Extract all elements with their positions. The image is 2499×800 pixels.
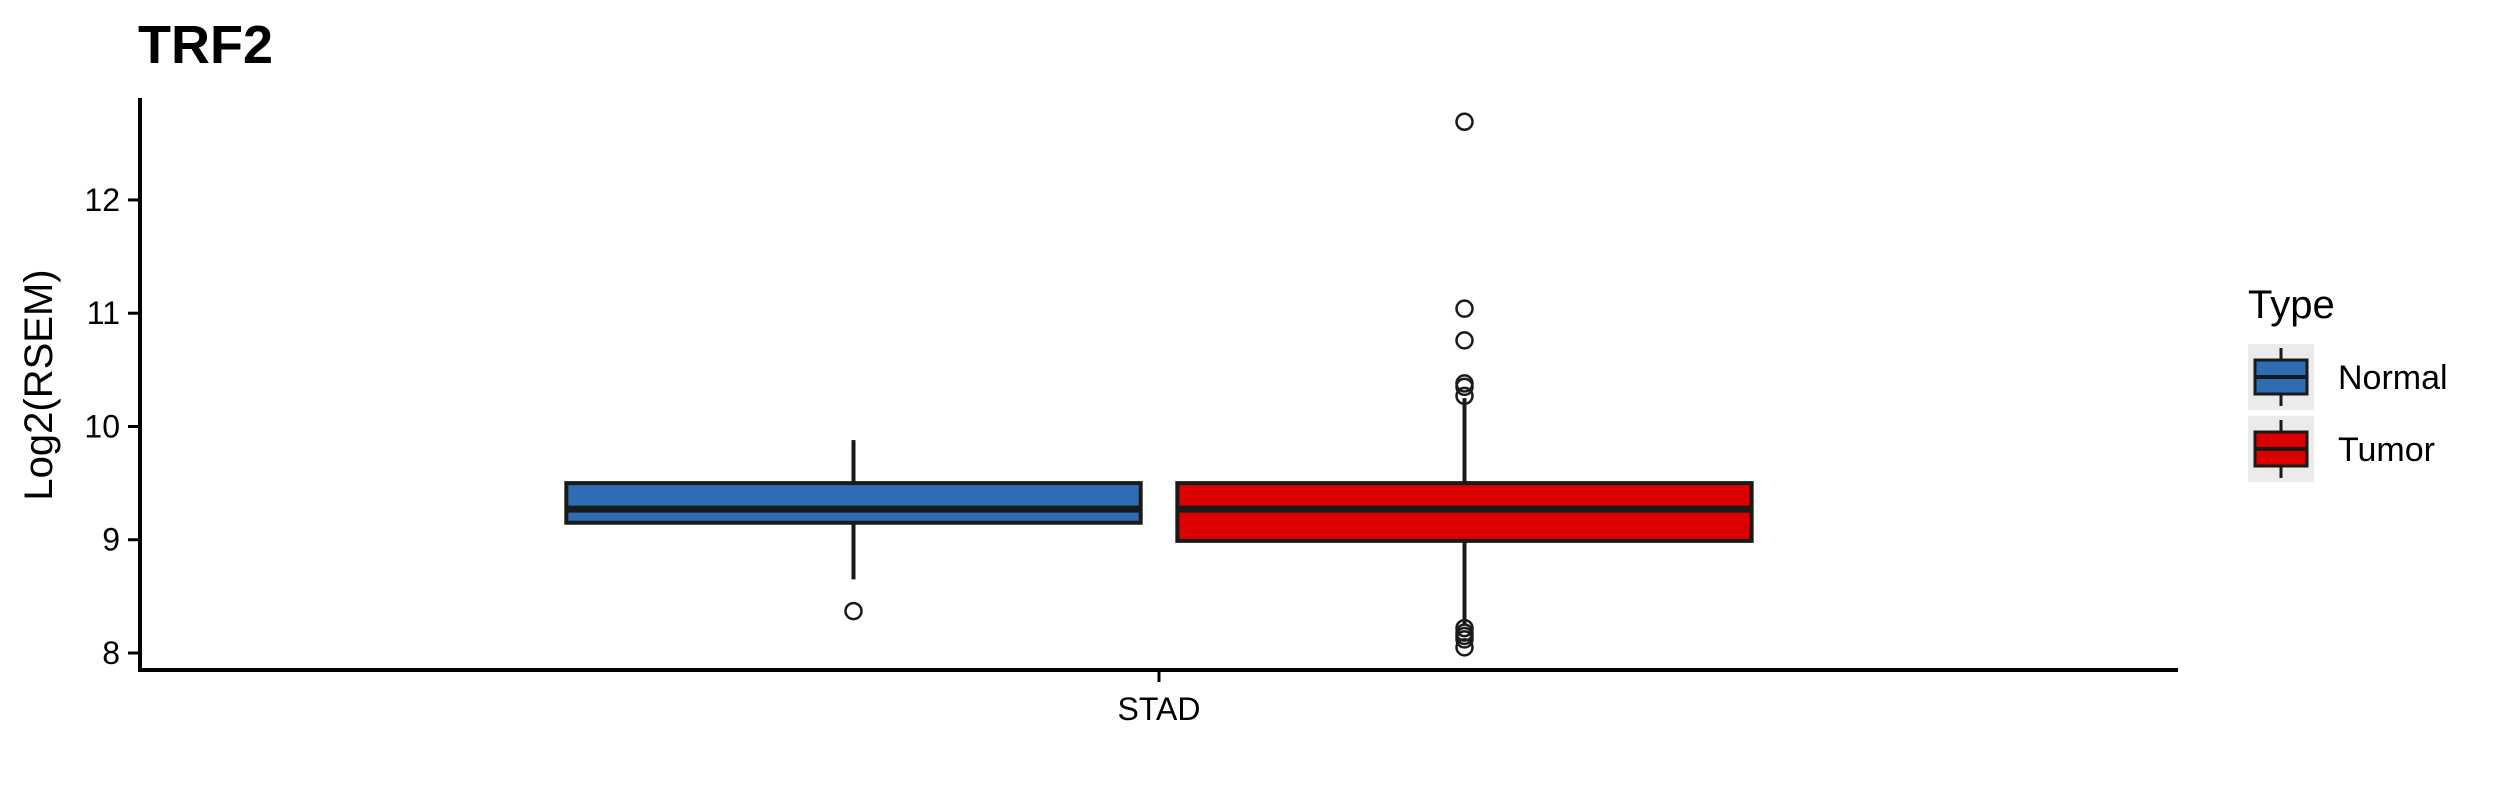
y-tick-label: 10 xyxy=(84,408,120,444)
legend-title: Type xyxy=(2248,283,2335,327)
outlier-point xyxy=(1455,112,1474,132)
outlier-point xyxy=(1455,299,1474,318)
outlier-point xyxy=(844,601,863,621)
outlier-point xyxy=(1455,638,1474,657)
outlier-point xyxy=(1455,386,1474,406)
y-tick-label: 12 xyxy=(84,182,120,218)
legend-label: Tumor xyxy=(2338,431,2435,469)
outlier-point xyxy=(1455,331,1474,350)
outlier-point xyxy=(1455,630,1474,649)
legend-item-tumor: Tumor xyxy=(2248,416,2435,482)
y-tick-label: 9 xyxy=(102,522,120,558)
legend-label: Normal xyxy=(2338,359,2448,397)
outlier-point xyxy=(1455,377,1474,397)
y-tick-label: 11 xyxy=(87,295,120,331)
box-normal xyxy=(564,481,1143,525)
y-axis-title: Log2(RSEM) xyxy=(17,269,61,500)
plot-area: 8 9 10 11 12 STAD xyxy=(84,98,2178,727)
y-tick-label: 8 xyxy=(102,635,120,671)
legend: Normal Tumor xyxy=(2248,344,2448,482)
x-tick-label: STAD xyxy=(1118,691,1201,727)
chart-title: TRF2 xyxy=(138,15,273,75)
legend-item-normal: Normal xyxy=(2248,344,2448,410)
